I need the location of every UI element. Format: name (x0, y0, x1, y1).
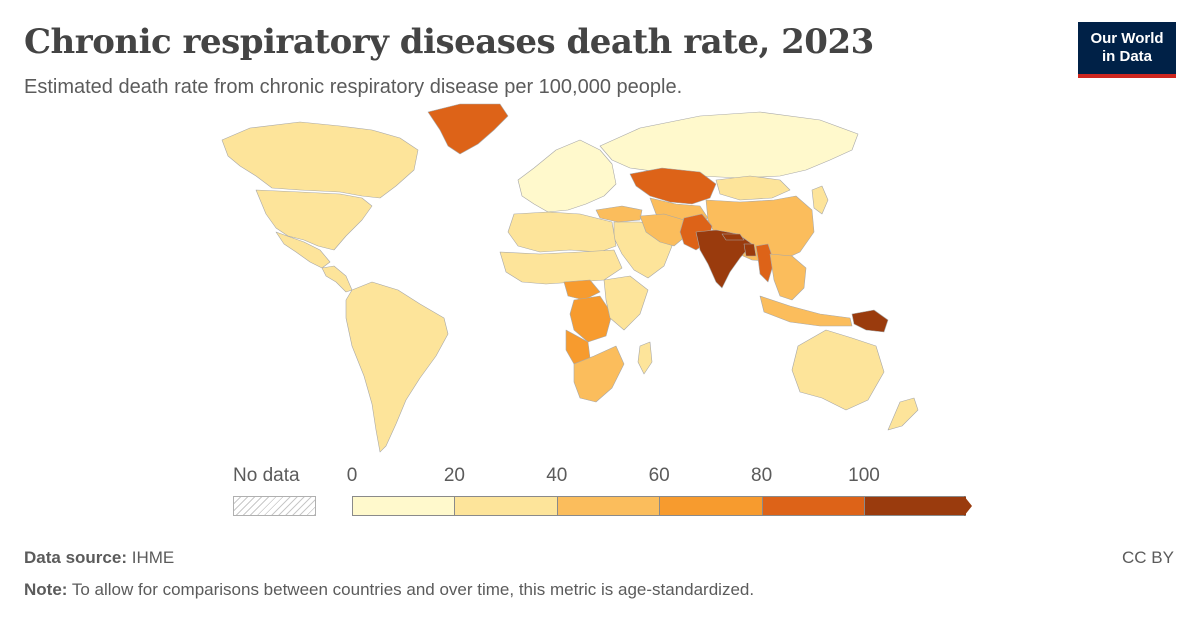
legend-bin-3[interactable] (659, 496, 763, 516)
legend-tick-label: 60 (648, 465, 670, 486)
map-region-new-zealand[interactable] (887, 397, 919, 431)
map-region-east-africa[interactable] (603, 275, 649, 331)
chart-title: Chronic respiratory diseases death rate,… (24, 22, 874, 62)
legend-tick-label: 40 (546, 465, 568, 486)
chart-note: Note: To allow for comparisons between c… (24, 580, 754, 600)
chart-subtitle: Estimated death rate from chronic respir… (24, 76, 683, 98)
map-region-kazakhstan[interactable] (629, 167, 717, 205)
map-region-sahel[interactable] (499, 249, 623, 285)
note-text: To allow for comparisons between countri… (71, 580, 755, 599)
map-region-united-states[interactable] (255, 189, 373, 251)
map-region-central-african-republic[interactable] (563, 279, 601, 301)
map-region-korea-japan[interactable] (811, 185, 829, 215)
map-region-russia[interactable] (599, 111, 859, 179)
map-region-papua-new-guinea[interactable] (851, 309, 889, 333)
legend-tick-label: 0 (346, 465, 358, 486)
legend-tick-label: 100 (848, 465, 880, 486)
map-region-nepal[interactable] (721, 233, 745, 241)
logo-line-2: in Data (1101, 48, 1152, 65)
map-region-mongolia[interactable] (715, 175, 791, 201)
map-region-south-america[interactable] (345, 281, 449, 453)
legend-bin-2[interactable] (556, 496, 661, 516)
legend-bin-5[interactable] (864, 496, 967, 516)
map-region-southern-africa[interactable] (573, 345, 625, 403)
map-region-greenland[interactable] (427, 103, 509, 155)
map-region-indonesia[interactable] (759, 295, 853, 327)
legend-bin-1[interactable] (454, 496, 558, 516)
map-region-canada[interactable] (221, 121, 419, 199)
logo-line-1: Our World (1090, 30, 1164, 47)
no-data-swatch[interactable] (233, 496, 316, 516)
legend-open-end-arrow (964, 496, 972, 516)
map-region-india[interactable] (695, 229, 753, 289)
legend-bin-0[interactable] (352, 496, 456, 516)
license-link[interactable]: CC BY (1122, 548, 1174, 567)
map-region-central-america[interactable] (321, 265, 353, 293)
data-source: Data source: IHME (24, 548, 174, 568)
map-region-madagascar[interactable] (637, 341, 653, 375)
map-region-bangladesh[interactable] (743, 243, 757, 257)
map-region-turkey[interactable] (595, 205, 643, 223)
our-world-in-data-logo[interactable]: Our World in Data (1078, 22, 1176, 78)
map-region-myanmar[interactable] (755, 243, 775, 283)
no-data-label: No data (233, 465, 300, 486)
legend-tick-label: 20 (443, 465, 465, 486)
legend-tick-label: 80 (751, 465, 773, 486)
map-region-iran[interactable] (639, 213, 687, 247)
note-label: Note: (24, 580, 68, 599)
legend-bin-4[interactable] (761, 496, 865, 516)
map-region-dr-congo[interactable] (569, 295, 613, 343)
map-region-southeast-asia[interactable] (769, 253, 807, 301)
data-source-label: Data source: (24, 548, 127, 567)
map-region-western-europe[interactable] (517, 139, 617, 213)
map-region-australia[interactable] (791, 329, 885, 411)
data-source-value[interactable]: IHME (131, 548, 175, 567)
